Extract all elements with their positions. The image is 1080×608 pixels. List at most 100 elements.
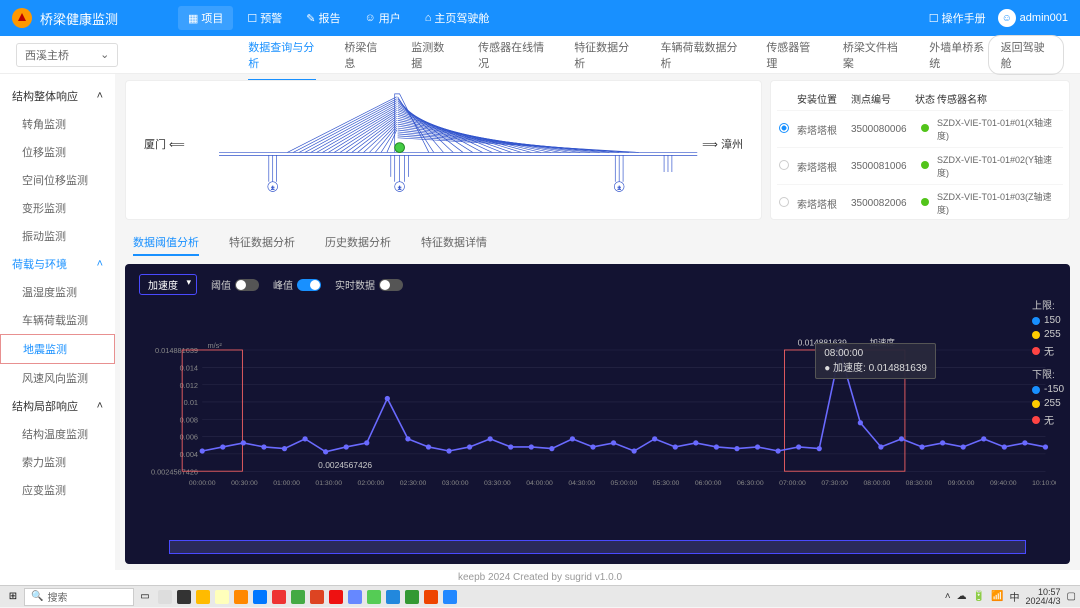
taskbar-app-6[interactable] (270, 588, 288, 606)
sidebar-12[interactable]: 结构温度监测 (0, 420, 115, 448)
tray-wifi-icon[interactable]: 📶 (991, 591, 1003, 602)
sidebar-5[interactable]: 振动监测 (0, 222, 115, 250)
app-logo (12, 8, 32, 28)
sensor-col-header: 测点编号 (851, 91, 913, 106)
main-tab-0[interactable]: 数据查询与分析 (248, 29, 316, 81)
chart-tooltip: 08:00:00 ● 加速度: 0.014881639 (815, 343, 936, 379)
sub-tab-3[interactable]: 特征数据详情 (421, 230, 487, 254)
taskbar-clock[interactable]: 10:572024/4/3 (1026, 588, 1061, 606)
taskbar-app-2[interactable] (194, 588, 212, 606)
sensor-row[interactable]: 索塔塔根3500080006SZDX-VIE-T01-01#01(X轴速度) (777, 110, 1063, 147)
main-tab-3[interactable]: 传感器在线情况 (478, 29, 546, 81)
taskbar-app-9[interactable] (327, 588, 345, 606)
sidebar-11[interactable]: 结构局部响应˄ (0, 392, 115, 420)
svg-text:08:30:00: 08:30:00 (906, 480, 933, 487)
sidebar-2[interactable]: 位移监测 (0, 138, 115, 166)
toggle-2[interactable]: 实时数据 (335, 277, 403, 292)
chart-panel: 加速度 阈值 峰值 实时数据 0.0148816390.0140.0120.01… (125, 264, 1070, 564)
taskbar-app-15[interactable] (441, 588, 459, 606)
sensor-row[interactable]: 索塔塔根3500082006SZDX-VIE-T01-01#03(Z轴速度) (777, 184, 1063, 221)
sidebar-10[interactable]: 风速风向监测 (0, 364, 115, 392)
nav-3[interactable]: ☺用户 (355, 6, 411, 30)
radio-icon[interactable] (779, 197, 789, 207)
sidebar-7[interactable]: 温湿度监测 (0, 278, 115, 306)
nav-icon: ✎ (306, 12, 315, 25)
svg-text:0.014881639: 0.014881639 (155, 346, 198, 355)
taskbar-app-13[interactable] (403, 588, 421, 606)
manual-link[interactable]: ☐ 操作手册 (929, 10, 986, 26)
sensor-col-header: 状态 (913, 91, 937, 106)
sidebar-9[interactable]: 地震监测 (0, 334, 115, 364)
sidebar-13[interactable]: 索力监测 (0, 448, 115, 476)
chevron-icon: ˄ (97, 400, 103, 412)
nav-1[interactable]: ☐预警 (237, 6, 292, 30)
sidebar-4[interactable]: 变形监测 (0, 194, 115, 222)
user-menu[interactable]: ☺admin001 (998, 9, 1068, 27)
switch-icon[interactable] (379, 279, 403, 291)
chart-svg[interactable]: 0.0148816390.0140.0120.010.0080.0060.004… (139, 301, 1056, 536)
back-button[interactable]: 返回驾驶舱 (988, 35, 1064, 75)
legend-item: -150 (1032, 384, 1064, 395)
sidebar-3[interactable]: 空间位移监测 (0, 166, 115, 194)
taskbar-app-10[interactable] (346, 588, 364, 606)
tray-notify-icon[interactable]: ▢ (1067, 591, 1076, 602)
taskbar-app-3[interactable] (213, 588, 231, 606)
bridge-select[interactable]: 西溪主桥⌄ (16, 43, 118, 67)
svg-text:03:00:00: 03:00:00 (442, 480, 469, 487)
sub-tab-1[interactable]: 特征数据分析 (229, 230, 295, 254)
sensor-row[interactable]: 索塔塔根3500081006SZDX-VIE-T01-01#02(Y轴速度) (777, 147, 1063, 184)
svg-text:0.01: 0.01 (184, 398, 198, 407)
svg-text:05:30:00: 05:30:00 (653, 480, 680, 487)
switch-icon[interactable] (235, 279, 259, 291)
sidebar-6[interactable]: 荷载与环境˄ (0, 250, 115, 278)
main-tab-4[interactable]: 特征数据分析 (574, 29, 632, 81)
tray-ime-icon[interactable]: 中 (1010, 589, 1020, 604)
sidebar-8[interactable]: 车辆荷载监测 (0, 306, 115, 334)
taskbar-search[interactable]: 🔍 搜索 (24, 588, 134, 606)
footer-text: keepb 2024 Created by sugrid v1.0.0 (0, 570, 1080, 585)
nav-0[interactable]: ▦项目 (178, 6, 233, 30)
taskbar-app-11[interactable] (365, 588, 383, 606)
main-tab-2[interactable]: 监测数据 (411, 29, 450, 81)
radio-icon[interactable] (779, 160, 789, 170)
taskbar-app-1[interactable] (175, 588, 193, 606)
taskbar-app-0[interactable] (156, 588, 174, 606)
start-button[interactable]: ⊞ (4, 588, 22, 606)
tray-battery-icon[interactable]: 🔋 (973, 591, 985, 602)
switch-icon[interactable] (297, 279, 321, 291)
sensor-table-panel: 安装位置测点编号状态传感器名称 索塔塔根3500080006SZDX-VIE-T… (770, 80, 1070, 220)
svg-text:01:30:00: 01:30:00 (315, 480, 342, 487)
svg-text:0.0024567426: 0.0024567426 (151, 467, 198, 476)
nav-2[interactable]: ✎报告 (296, 6, 350, 30)
taskbar-app-12[interactable] (384, 588, 402, 606)
main-tab-6[interactable]: 传感器管理 (766, 29, 815, 81)
task-view-icon[interactable]: ▭ (136, 588, 154, 606)
taskbar-app-8[interactable] (308, 588, 326, 606)
sidebar-1[interactable]: 转角监测 (0, 110, 115, 138)
taskbar-app-5[interactable] (251, 588, 269, 606)
app-title: 桥梁健康监测 (40, 9, 118, 28)
sub-tab-0[interactable]: 数据阈值分析 (133, 230, 199, 254)
status-dot (921, 198, 929, 206)
nav-4[interactable]: ⌂主页驾驶舱 (415, 6, 500, 30)
taskbar-app-4[interactable] (232, 588, 250, 606)
legend-item: 无 (1032, 412, 1064, 427)
tray-cloud-icon[interactable]: ☁ (957, 591, 967, 602)
sidebar-14[interactable]: 应变监测 (0, 476, 115, 504)
series-select[interactable]: 加速度 (139, 274, 197, 295)
main-tab-1[interactable]: 桥梁信息 (344, 29, 383, 81)
bridge-svg: ± ± ± (134, 89, 753, 211)
main-tab-5[interactable]: 车辆荷载数据分析 (661, 29, 739, 81)
toggle-1[interactable]: 峰值 (273, 277, 321, 292)
svg-text:±: ± (618, 186, 622, 192)
sidebar-0[interactable]: 结构整体响应˄ (0, 82, 115, 110)
chart-scrubber[interactable] (169, 540, 1026, 554)
tray-chevron-icon[interactable]: ˄ (945, 591, 951, 602)
toggle-0[interactable]: 阈值 (211, 277, 259, 292)
taskbar-app-7[interactable] (289, 588, 307, 606)
main-tab-8[interactable]: 外墙单桥系统 (929, 29, 987, 81)
radio-icon[interactable] (779, 123, 789, 133)
sub-tab-2[interactable]: 历史数据分析 (325, 230, 391, 254)
taskbar-app-14[interactable] (422, 588, 440, 606)
main-tab-7[interactable]: 桥梁文件档案 (843, 29, 901, 81)
